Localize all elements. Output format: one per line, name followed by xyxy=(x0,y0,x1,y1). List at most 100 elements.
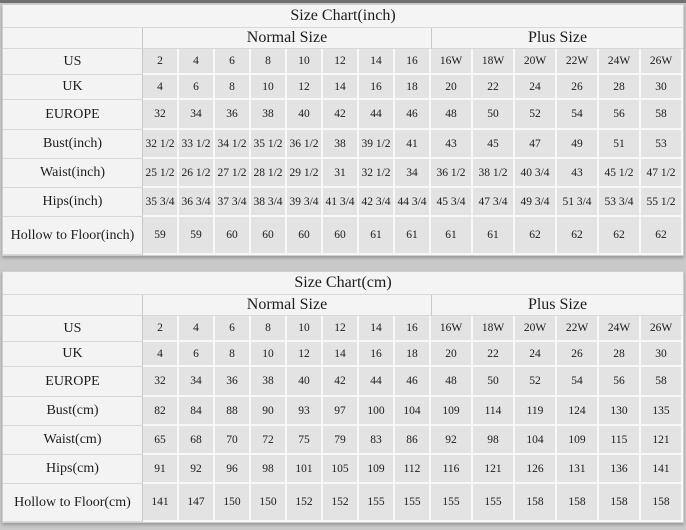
size-cell: 47 1/2 xyxy=(641,159,683,188)
table-row: Bust(cm) 82 84 88 90 93 97 100 104 109 114 119 124 13… xyxy=(3,397,683,426)
size-cell: 16 xyxy=(395,316,431,342)
size-cell: 22W xyxy=(557,49,599,75)
group-blank-cell xyxy=(3,295,143,316)
size-cell: 56 xyxy=(599,100,641,130)
chart-title-row: Size Chart(inch) xyxy=(3,5,683,28)
size-cell: 109 xyxy=(431,397,473,426)
size-cell: 26 1/2 xyxy=(179,159,215,188)
size-cell: 12 xyxy=(287,75,323,100)
size-cell: 60 xyxy=(323,217,359,255)
size-cell: 34 xyxy=(395,159,431,188)
size-cell: 114 xyxy=(473,397,515,426)
size-cell: 39 3/4 xyxy=(287,188,323,217)
size-cell: 79 xyxy=(323,426,359,455)
size-cell: 39 1/2 xyxy=(359,130,395,159)
size-cell: 28 1/2 xyxy=(251,159,287,188)
size-cell: 119 xyxy=(515,397,557,426)
size-cell: 109 xyxy=(359,455,395,484)
size-cell: 47 xyxy=(515,130,557,159)
size-cell: 60 xyxy=(251,217,287,255)
size-cell: 34 xyxy=(179,367,215,397)
column-group-row: Normal Size Plus Size xyxy=(3,295,683,316)
size-cell: 62 xyxy=(641,217,683,255)
size-cell: 116 xyxy=(431,455,473,484)
size-cell: 75 xyxy=(287,426,323,455)
size-cell: 98 xyxy=(251,455,287,484)
table-row: Waist(cm) 65 68 70 72 75 79 83 86 92 98 104 109 115 12… xyxy=(3,426,683,455)
size-cell: 14 xyxy=(323,342,359,367)
size-cell: 136 xyxy=(599,455,641,484)
size-cell: 90 xyxy=(251,397,287,426)
table-row: Hollow to Floor(inch) 59 59 60 60 60 60 61 61 61 6… xyxy=(3,217,683,255)
size-cell: 6 xyxy=(179,342,215,367)
size-cell: 54 xyxy=(557,367,599,397)
size-cell: 36 3/4 xyxy=(179,188,215,217)
size-cell: 38 3/4 xyxy=(251,188,287,217)
column-group-row: Normal Size Plus Size xyxy=(3,28,683,49)
size-cell: 22 xyxy=(473,342,515,367)
chart-title: Size Chart(inch) xyxy=(3,5,683,28)
size-cell: 45 1/2 xyxy=(599,159,641,188)
size-cell: 72 xyxy=(251,426,287,455)
size-cell: 8 xyxy=(215,75,251,100)
size-cell: 121 xyxy=(641,426,683,455)
row-label: Waist(cm) xyxy=(3,426,143,455)
size-cell: 10 xyxy=(251,342,287,367)
size-cell: 4 xyxy=(179,49,215,75)
size-cell: 12 xyxy=(323,316,359,342)
size-cell: 101 xyxy=(287,455,323,484)
size-cell: 50 xyxy=(473,367,515,397)
row-label: Hollow to Floor(cm) xyxy=(3,484,143,522)
size-cell: 16 xyxy=(359,342,395,367)
size-cell: 42 xyxy=(323,367,359,397)
size-cell: 121 xyxy=(473,455,515,484)
size-cell: 130 xyxy=(599,397,641,426)
row-label: Bust(cm) xyxy=(3,397,143,426)
size-cell: 10 xyxy=(287,49,323,75)
size-cell: 26W xyxy=(641,316,683,342)
size-cell: 62 xyxy=(515,217,557,255)
size-cell: 41 xyxy=(395,130,431,159)
size-cell: 6 xyxy=(179,75,215,100)
size-cell: 18W xyxy=(473,316,515,342)
size-cell: 26 xyxy=(557,75,599,100)
table-row: US 2 4 6 8 10 12 14 16 16W 18W 20W 22W 24W 26W xyxy=(3,316,683,342)
size-cell: 14 xyxy=(359,316,395,342)
group-blank-cell xyxy=(3,28,143,49)
size-cell: 2 xyxy=(143,316,179,342)
size-cell: 59 xyxy=(143,217,179,255)
size-cell: 28 xyxy=(599,342,641,367)
size-cell: 158 xyxy=(557,484,599,522)
size-cell: 36 1/2 xyxy=(431,159,473,188)
row-label: Hollow to Floor(inch) xyxy=(3,217,143,255)
size-cell: 155 xyxy=(431,484,473,522)
size-cell: 36 1/2 xyxy=(287,130,323,159)
size-cell: 60 xyxy=(215,217,251,255)
size-cell: 14 xyxy=(359,49,395,75)
table-row: UK 4 6 8 10 12 14 16 18 20 22 24 26 28 30 xyxy=(3,75,683,100)
size-cell: 104 xyxy=(395,397,431,426)
size-cell: 35 1/2 xyxy=(251,130,287,159)
size-cell: 51 xyxy=(599,130,641,159)
size-cell: 98 xyxy=(473,426,515,455)
size-cell: 152 xyxy=(323,484,359,522)
size-cell: 61 xyxy=(431,217,473,255)
size-cell: 158 xyxy=(599,484,641,522)
size-cell: 60 xyxy=(287,217,323,255)
size-cell: 14 xyxy=(323,75,359,100)
size-cell: 24 xyxy=(515,75,557,100)
size-cell: 16W xyxy=(431,316,473,342)
size-cell: 2 xyxy=(143,49,179,75)
row-label: US xyxy=(3,49,143,75)
size-cell: 49 xyxy=(557,130,599,159)
size-cell: 141 xyxy=(641,455,683,484)
size-cell: 40 xyxy=(287,100,323,130)
table-row: Bust(inch) 32 1/2 33 1/2 34 1/2 35 1/2 36 1/2… xyxy=(3,130,683,159)
size-cell: 43 xyxy=(431,130,473,159)
size-cell: 32 xyxy=(143,100,179,130)
size-cell: 112 xyxy=(395,455,431,484)
size-cell: 20 xyxy=(431,75,473,100)
size-chart-table: Size Chart(inch) Normal Size Plus Size US 2 4… xyxy=(2,4,684,256)
size-cell: 65 xyxy=(143,426,179,455)
size-chart-table: Size Chart(cm) Normal Size Plus Size US 2 4 6 8… xyxy=(2,271,684,523)
